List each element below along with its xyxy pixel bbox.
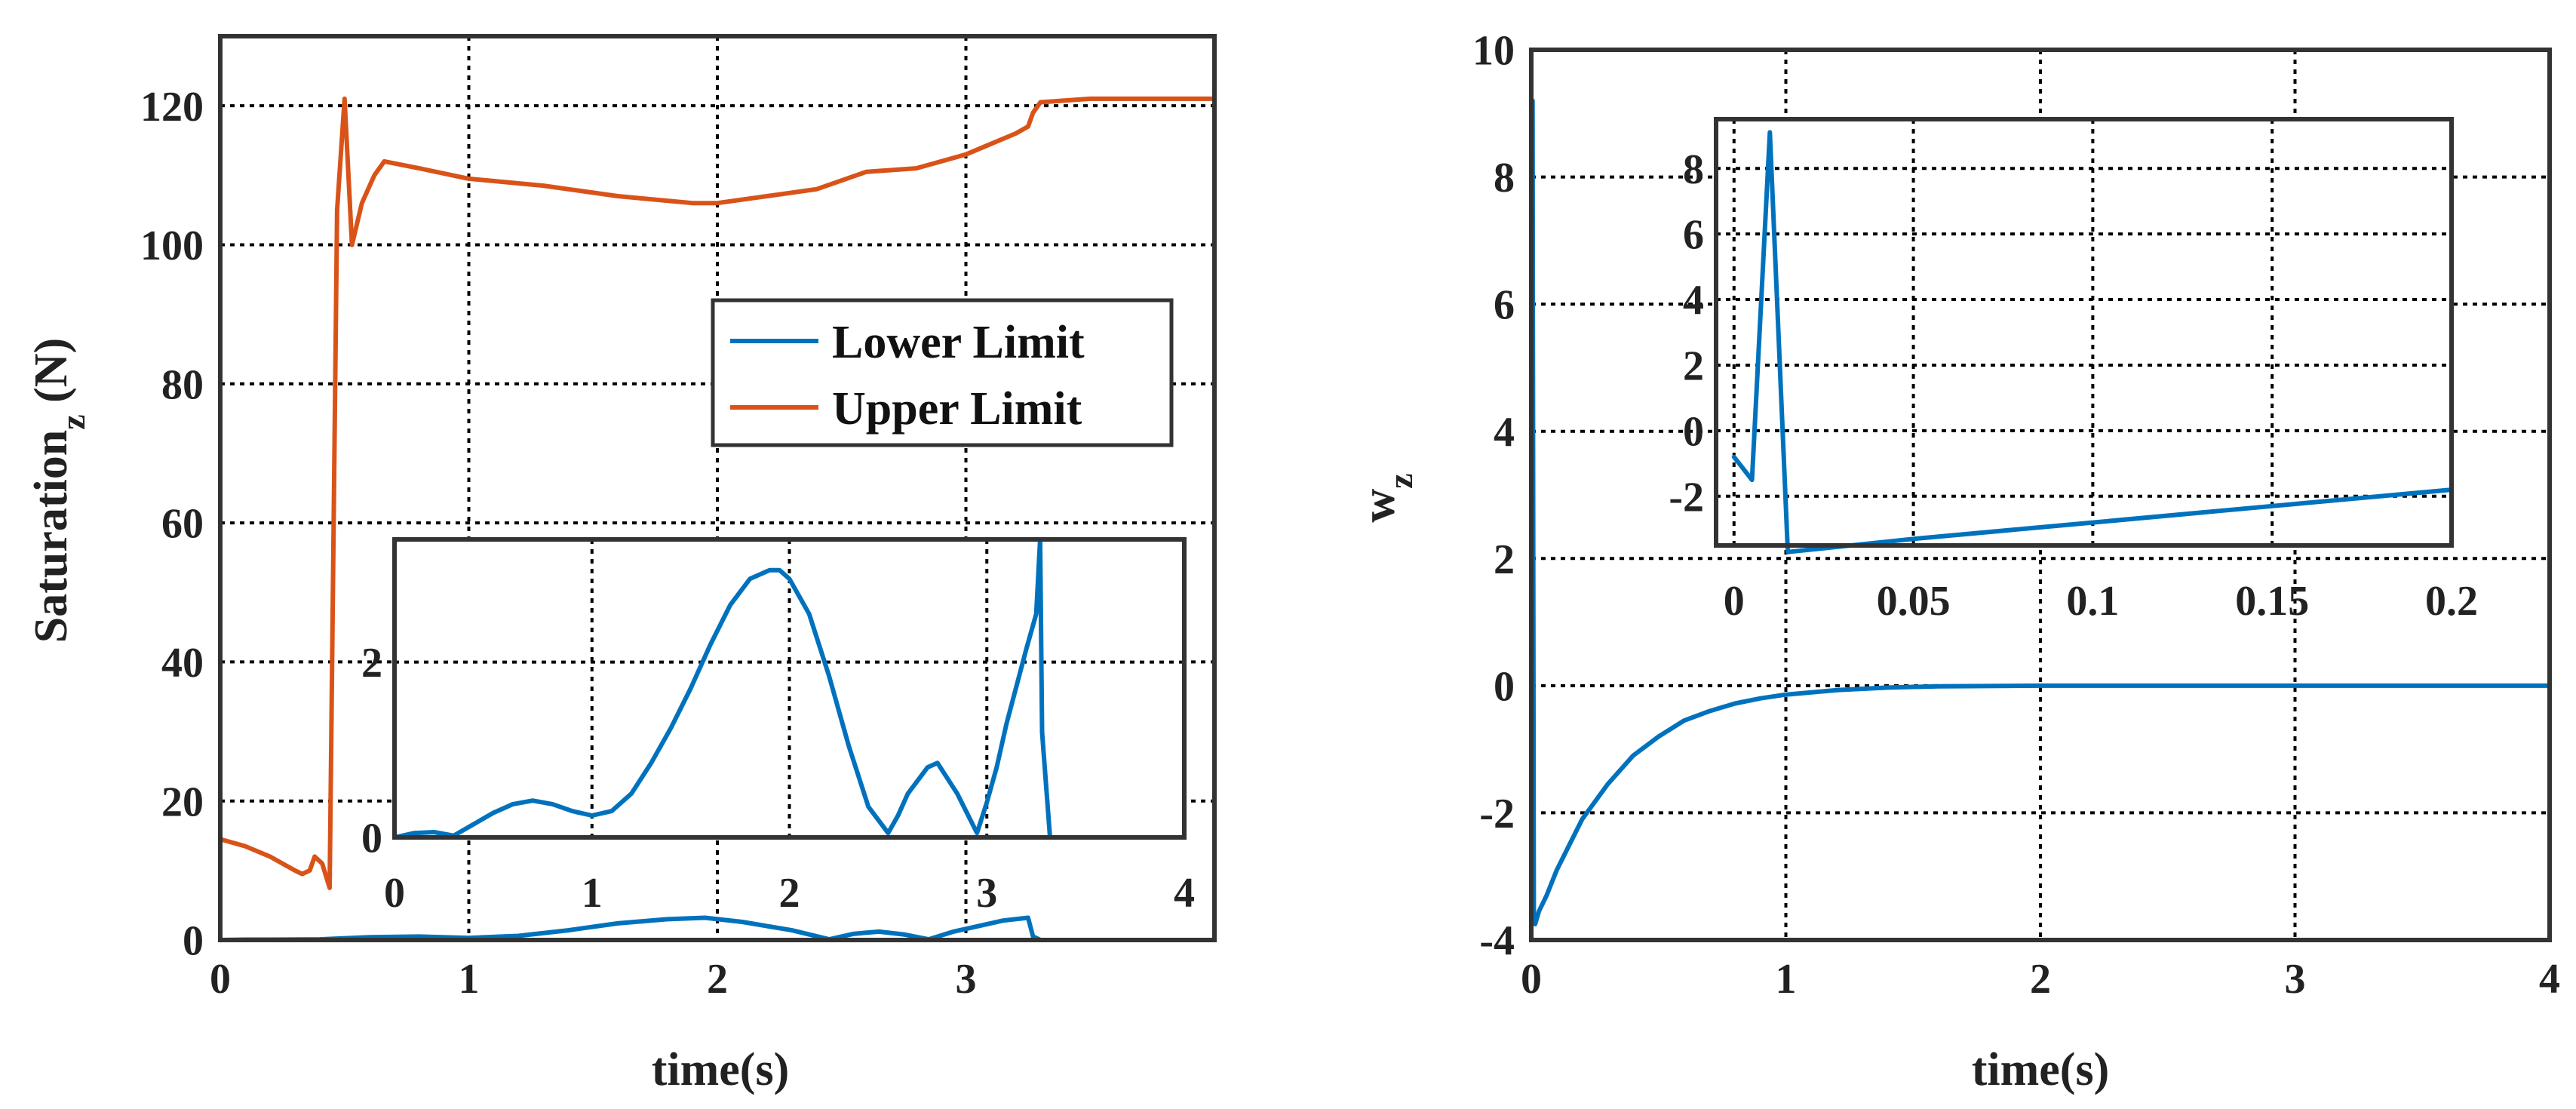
left-x-tick-label: 0 bbox=[210, 956, 231, 1003]
left-y-label-main: Saturation bbox=[26, 430, 77, 643]
left-inset-border bbox=[392, 537, 1187, 840]
left-inset-x-tick-label: 3 bbox=[976, 870, 997, 917]
right-y-tick-label: 0 bbox=[1494, 663, 1515, 710]
right-y-axis-label: wz bbox=[1353, 473, 1420, 522]
right-x-tick-label: 4 bbox=[2539, 956, 2560, 1003]
left-inset-gridlines bbox=[395, 539, 1184, 837]
right-inset-y-tick-label: 4 bbox=[1683, 278, 1704, 324]
right-inset-y-tick-label: 6 bbox=[1683, 212, 1704, 259]
left-inset-x-tick-label: 1 bbox=[582, 870, 603, 917]
left-y-tick-label: 40 bbox=[161, 640, 204, 687]
right-series-group bbox=[1529, 98, 2552, 926]
left-x-tick-label: 3 bbox=[956, 956, 977, 1003]
right-y-tick-label: 8 bbox=[1494, 155, 1515, 201]
left-inset-y-tick-label: 2 bbox=[361, 640, 382, 687]
series-line-wz bbox=[1529, 98, 2552, 926]
left-y-axis-label: Saturationz (N) bbox=[26, 338, 92, 643]
right-x-tick-label: 2 bbox=[2030, 956, 2051, 1003]
right-inset-x-tick-label: 0.15 bbox=[2235, 578, 2309, 625]
right-inset-x-tick-label: 0.2 bbox=[2425, 578, 2478, 625]
left-y-tick-label: 20 bbox=[161, 779, 204, 825]
left-y-label-sub: z bbox=[54, 414, 92, 429]
right-y-tick-label: 2 bbox=[1494, 536, 1515, 583]
right-inset-gridlines bbox=[1716, 119, 2452, 545]
right-inset-tick-labels: 0 0.05 0.1 0.15 0.2 -2 0 2 4 6 8 bbox=[1669, 146, 2478, 625]
right-x-tick-label: 1 bbox=[1776, 956, 1797, 1003]
inset-series-line-lower-limit bbox=[392, 537, 1187, 840]
left-series-group bbox=[218, 96, 1217, 942]
right-y-tick-label: 6 bbox=[1494, 282, 1515, 329]
legend-label-upper: Upper Limit bbox=[832, 383, 1082, 435]
left-inset-y-tick-label: 0 bbox=[361, 816, 382, 862]
right-x-tick-label: 3 bbox=[2285, 956, 2306, 1003]
right-tick-labels: 0 1 2 3 4 -4 -2 0 2 4 6 8 10 bbox=[1472, 28, 2560, 1003]
right-inset: 0 0.05 0.1 0.15 0.2 -2 0 2 4 6 8 bbox=[1669, 117, 2478, 625]
left-gridlines bbox=[220, 36, 1214, 940]
right-inset-y-tick-label: 2 bbox=[1683, 343, 1704, 390]
left-inset-x-tick-label: 0 bbox=[384, 870, 405, 917]
right-y-label-sub: z bbox=[1381, 473, 1420, 488]
right-y-label-main: w bbox=[1353, 489, 1405, 523]
left-x-tick-label: 1 bbox=[459, 956, 480, 1003]
left-plot-border bbox=[218, 34, 1217, 942]
left-y-tick-label: 0 bbox=[183, 918, 204, 965]
left-y-tick-label: 60 bbox=[161, 501, 204, 548]
series-line-lower-limit bbox=[218, 915, 1217, 942]
right-y-tick-label: -4 bbox=[1479, 918, 1515, 965]
legend-label-lower: Lower Limit bbox=[832, 317, 1085, 368]
left-y-tick-label: 80 bbox=[161, 361, 204, 408]
left-y-tick-label: 120 bbox=[140, 84, 204, 131]
right-inset-y-tick-label: 8 bbox=[1683, 146, 1704, 193]
right-inset-y-tick-label: -2 bbox=[1669, 474, 1704, 521]
left-inset-x-tick-label: 2 bbox=[779, 870, 800, 917]
left-inset-tick-labels: 0 1 2 3 4 0 2 bbox=[361, 640, 1195, 917]
left-inset-x-tick-label: 4 bbox=[1174, 870, 1195, 917]
left-y-tick-label: 100 bbox=[140, 223, 204, 269]
right-y-tick-label: 4 bbox=[1494, 409, 1515, 456]
left-legend: Lower Limit Upper Limit bbox=[711, 298, 1174, 447]
left-y-label-unit: (N) bbox=[26, 338, 77, 415]
right-plot-border bbox=[1529, 48, 2552, 942]
right-x-tick-label: 0 bbox=[1521, 956, 1542, 1003]
left-x-axis-label: time(s) bbox=[652, 1044, 789, 1095]
right-inset-x-tick-label: 0.05 bbox=[1877, 578, 1951, 625]
right-inset-x-tick-label: 0 bbox=[1724, 578, 1745, 625]
series-line-upper-limit bbox=[218, 96, 1217, 890]
right-inset-border bbox=[1714, 117, 2454, 548]
right-inset-y-tick-label: 0 bbox=[1683, 408, 1704, 455]
right-inset-x-tick-label: 0.1 bbox=[2066, 578, 2119, 625]
left-inset-series-group bbox=[392, 537, 1187, 840]
right-x-axis-label: time(s) bbox=[1972, 1044, 2109, 1095]
left-x-tick-label: 2 bbox=[707, 956, 728, 1003]
left-inset: 0 1 2 3 4 0 2 bbox=[361, 537, 1195, 917]
right-y-tick-label: -2 bbox=[1479, 791, 1515, 837]
legend-box bbox=[711, 298, 1174, 447]
right-inset-plot-area bbox=[1714, 117, 2454, 548]
right-y-tick-label: 10 bbox=[1472, 28, 1515, 75]
